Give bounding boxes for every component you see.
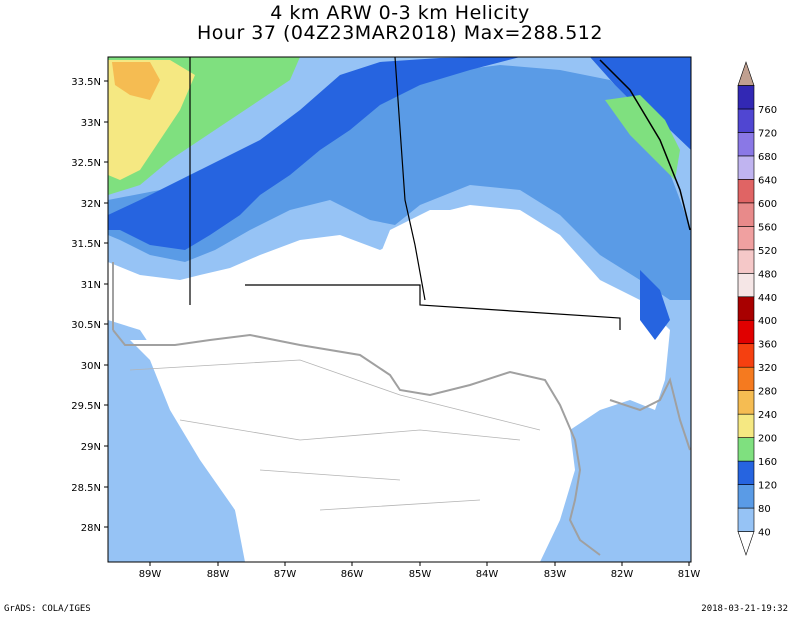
colorbar-label: 280 (758, 387, 777, 398)
colorbar-swatch (737, 319, 755, 345)
lat-label: 29.5N (71, 401, 101, 412)
lon-label: 86W (341, 569, 364, 580)
colorbar-swatch (737, 132, 755, 157)
colorbar-swatch (737, 155, 755, 180)
lat-label: 30.5N (71, 320, 101, 331)
colorbar-label: 720 (758, 128, 777, 139)
colorbar-swatch (737, 413, 755, 438)
colorbar-swatch (737, 296, 755, 321)
colorbar-label: 80 (758, 504, 771, 515)
colorbar-swatch (737, 272, 755, 298)
lon-label: 85W (409, 569, 432, 580)
colorbar-label: 760 (758, 105, 777, 116)
lon-label: 87W (274, 569, 297, 580)
colorbar-label: 520 (758, 246, 777, 257)
colorbar-label: 40 (758, 528, 771, 539)
lat-label: 31N (81, 280, 101, 291)
colorbar-label: 120 (758, 481, 777, 492)
colorbar-label: 600 (758, 199, 777, 210)
map-title-line2: Hour 37 (04Z23MAR2018) Max=288.512 (197, 22, 603, 44)
footer-timestamp: 2018-03-21-19:32 (701, 604, 788, 614)
colorbar-label: 200 (758, 434, 777, 445)
colorbar: 40 80 120 160 200 240 280 320 360 400 440 480 520 560… (737, 61, 777, 556)
lat-label: 32.5N (71, 158, 101, 169)
colorbar-label: 240 (758, 410, 777, 421)
lon-label: 81W (678, 569, 701, 580)
lon-label: 88W (207, 569, 230, 580)
lon-label: 84W (476, 569, 499, 580)
lat-label: 28.5N (71, 483, 101, 494)
colorbar-label: 480 (758, 269, 777, 280)
lat-label: 33.5N (71, 77, 101, 88)
colorbar-label: 560 (758, 222, 777, 233)
colorbar-swatch (737, 61, 755, 86)
colorbar-swatch (737, 507, 755, 532)
lat-axis: 33.5N 33N 32.5N 32N 31.5N 31N 30.5N 30N … (71, 77, 108, 534)
colorbar-label: 160 (758, 457, 777, 468)
lon-label: 82W (611, 569, 634, 580)
colorbar-label: 680 (758, 152, 777, 163)
boundary-lines (112, 57, 691, 556)
colorbar-label: 360 (758, 340, 777, 351)
lat-label: 30N (81, 361, 101, 372)
footer-credit: GrADS: COLA/IGES (4, 604, 91, 614)
colorbar-label: 320 (758, 363, 777, 374)
colorbar-swatch (737, 460, 755, 485)
colorbar-swatch (737, 202, 755, 227)
colorbar-label: 640 (758, 175, 777, 186)
colorbar-swatch (737, 484, 755, 509)
colorbar-label: 400 (758, 316, 777, 327)
lon-label: 89W (139, 569, 162, 580)
colorbar-swatch (737, 226, 755, 251)
lat-label: 28N (81, 523, 101, 534)
colorbar-swatch (737, 179, 755, 204)
colorbar-label: 440 (758, 293, 777, 304)
colorbar-swatch (737, 343, 755, 368)
lon-axis: 89W 88W 87W 86W 85W 84W 83W 82W 81W (139, 562, 701, 580)
colorbar-swatch (737, 249, 755, 274)
colorbar-swatch (737, 108, 755, 133)
lat-label: 32N (81, 199, 101, 210)
colorbar-swatch (737, 366, 755, 391)
lat-label: 33N (81, 118, 101, 129)
colorbar-swatch (737, 390, 755, 415)
colorbar-swatch (737, 85, 755, 110)
lat-label: 29N (81, 442, 101, 453)
lon-label: 83W (544, 569, 567, 580)
colorbar-swatch (737, 531, 755, 556)
lat-label: 31.5N (71, 239, 101, 250)
plot-frame (107, 56, 692, 563)
map-title-line1: 4 km ARW 0-3 km Helicity (270, 2, 530, 24)
helicity-field (108, 57, 691, 562)
colorbar-swatch (737, 437, 755, 462)
